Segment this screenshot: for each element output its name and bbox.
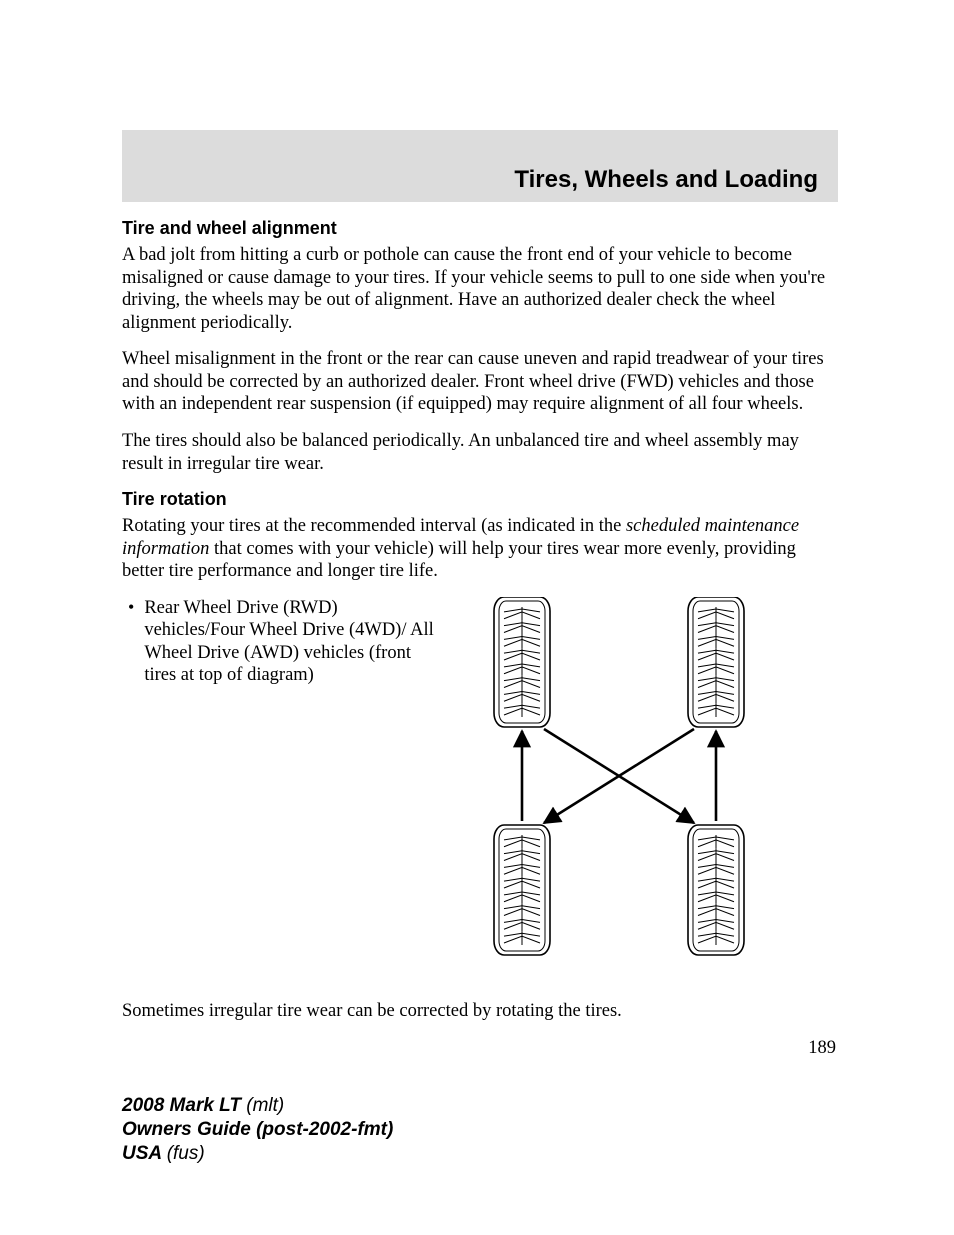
footer-line: 2008 Mark LT (mlt) [122,1094,838,1118]
subheading-rotation: Tire rotation [122,489,838,510]
paragraph: Sometimes irregular tire wear can be cor… [122,1000,838,1023]
bullet-text: Rear Wheel Drive (RWD) vehicles/Four Whe… [144,597,434,972]
text-run: 2008 Mark LT [122,1095,246,1116]
tire-rotation-svg [454,597,784,967]
footer: 2008 Mark LT (mlt) Owners Guide (post-20… [122,1094,838,1165]
tire-rotation-diagram [454,597,784,972]
text-run: (fus) [167,1143,205,1164]
bullet-marker: • [122,597,144,972]
section-header-band: Tires, Wheels and Loading [122,130,838,202]
text-run: Owners Guide (post-2002-fmt) [122,1119,393,1140]
bullet-row: • Rear Wheel Drive (RWD) vehicles/Four W… [122,597,838,972]
paragraph: A bad jolt from hitting a curb or pothol… [122,244,838,334]
footer-line: USA (fus) [122,1142,838,1166]
paragraph: Wheel misalignment in the front or the r… [122,348,838,416]
section-header-title: Tires, Wheels and Loading [514,166,818,194]
text-run: that comes with your vehicle) will help … [122,539,796,582]
text-run: (mlt) [246,1095,284,1116]
page-content: Tire and wheel alignment A bad jolt from… [122,218,838,1059]
paragraph: The tires should also be balanced period… [122,430,838,475]
subheading-alignment: Tire and wheel alignment [122,218,838,239]
page-number: 189 [122,1038,836,1059]
paragraph: Rotating your tires at the recommended i… [122,515,838,583]
text-run: Rotating your tires at the recommended i… [122,516,626,536]
footer-line: Owners Guide (post-2002-fmt) [122,1118,838,1142]
text-run: USA [122,1143,167,1164]
